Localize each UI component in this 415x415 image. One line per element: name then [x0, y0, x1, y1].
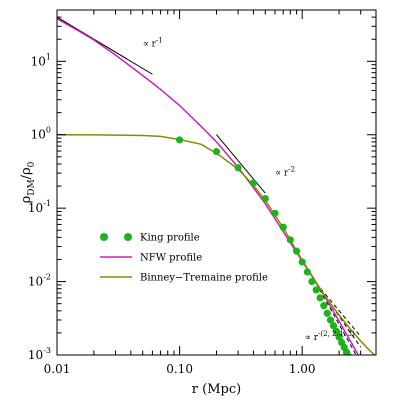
data-point: [329, 322, 338, 330]
legend-label: Binney−Tremaine profile: [140, 273, 268, 284]
y-tick-label: 101: [31, 52, 51, 68]
reference-line: [315, 282, 357, 355]
data-point: [326, 316, 335, 324]
data-point: [292, 247, 301, 255]
data-point: [320, 302, 328, 310]
data-point: [308, 277, 316, 286]
data-point: [335, 333, 343, 341]
data-point: [298, 258, 306, 266]
x-tick-label: 0.10: [166, 362, 193, 376]
reference-label: ∝ r-(2, 2.4, 3): [305, 330, 355, 343]
y-tick-label: 10-1: [28, 199, 51, 215]
reference-label: ∝ r-1: [143, 36, 163, 49]
reference-line: [216, 134, 266, 194]
reference-label: ∝ r-2: [275, 165, 295, 178]
legend-label: NFW profile: [140, 253, 202, 264]
y-tick-label: 10-3: [28, 346, 51, 362]
curves-layer: [57, 16, 376, 355]
legend-marker: [100, 233, 108, 241]
x-axis-label: r (Mpc): [192, 382, 241, 397]
data-point: [303, 268, 311, 276]
y-tick-label: 10-2: [28, 273, 51, 289]
data-point: [312, 286, 320, 294]
legend-marker: [124, 233, 132, 241]
series-line: [57, 133, 376, 355]
data-point: [279, 223, 287, 231]
data-point: [345, 353, 353, 355]
y-axis-label: ρDM/ρ0: [19, 161, 37, 203]
x-tick-label: 1.00: [289, 362, 316, 376]
data-point: [212, 147, 221, 156]
data-point: [175, 136, 184, 144]
y-tick-label: 100: [31, 126, 51, 142]
data-point: [271, 209, 279, 217]
data-point: [286, 236, 294, 244]
data-point: [234, 164, 242, 172]
data-point: [332, 327, 340, 335]
reference-line: [315, 282, 362, 337]
data-point: [316, 294, 324, 302]
reference-line: [57, 16, 153, 75]
data-point: [249, 179, 258, 187]
data-point: [261, 194, 269, 203]
legend-label: King profile: [140, 233, 200, 244]
data-point: [323, 309, 331, 317]
x-tick-label: 0.01: [44, 362, 71, 376]
plot-area: 0.01 0.10 1.00 10-3 10-2 10-1 100 101 r (Mpc) ρDM…: [19, 9, 377, 397]
